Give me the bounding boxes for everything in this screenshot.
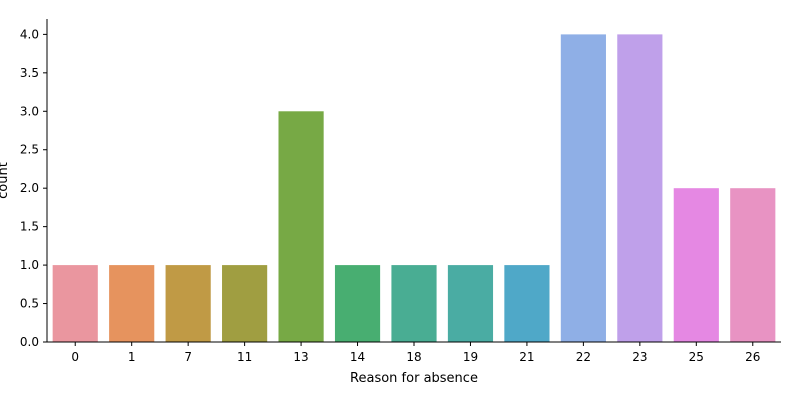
bar-18 <box>391 265 437 342</box>
y-tick-label: 2.0 <box>20 181 39 195</box>
y-tick-label: 1.5 <box>20 220 39 234</box>
bar-25 <box>673 188 719 342</box>
x-tick-label: 14 <box>350 350 365 364</box>
bar-23 <box>617 34 663 342</box>
x-tick-label: 7 <box>184 350 192 364</box>
x-tick-label: 13 <box>293 350 308 364</box>
bar-1 <box>109 265 155 342</box>
y-tick-label: 3.0 <box>20 104 39 118</box>
bar-11 <box>222 265 268 342</box>
x-tick-label: 26 <box>745 350 760 364</box>
x-tick-label: 23 <box>632 350 647 364</box>
x-axis: 0 1 7 11 13 14 18 19 21 22 23 25 26 <box>47 341 781 364</box>
bar-22 <box>560 34 606 342</box>
x-tick-label: 25 <box>689 350 704 364</box>
bar-7 <box>165 265 211 342</box>
y-tick-label: 1.0 <box>20 258 39 272</box>
bar-13 <box>278 111 324 343</box>
bar-19 <box>447 265 494 342</box>
bar-21 <box>504 265 550 342</box>
x-tick-label: 19 <box>463 350 478 364</box>
x-tick-label: 21 <box>519 350 534 364</box>
x-tick-label: 22 <box>576 350 591 364</box>
x-tick-label: 1 <box>128 350 136 364</box>
y-axis-title: count <box>0 162 11 199</box>
x-axis-title: Reason for absence <box>350 371 478 386</box>
y-tick-label: 0.5 <box>20 297 39 311</box>
y-axis: 0.0 0.5 1.0 1.5 2.0 2.5 3.0 3.5 4.0 <box>20 19 48 349</box>
y-tick-label: 4.0 <box>20 27 39 41</box>
x-tick-label: 18 <box>406 350 421 364</box>
bars-group <box>52 34 776 343</box>
x-tick-label: 0 <box>71 350 79 364</box>
bar-26 <box>730 188 776 342</box>
bar-0 <box>52 265 98 342</box>
y-tick-label: 2.5 <box>20 143 39 157</box>
y-tick-label: 0.0 <box>20 335 39 349</box>
y-tick-label: 3.5 <box>20 66 39 80</box>
bar-14 <box>334 265 381 342</box>
x-tick-label: 11 <box>237 350 252 364</box>
